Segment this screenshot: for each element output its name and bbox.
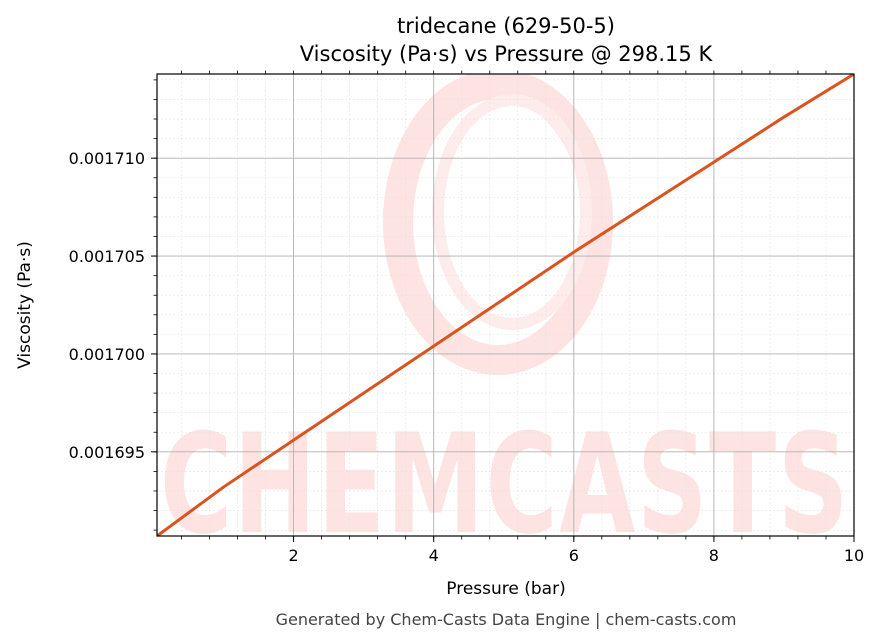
x-axis-label: Pressure (bar) <box>446 579 565 599</box>
y-tick-labels: 0.001695 0.001700 0.001705 0.001710 <box>69 149 145 462</box>
plot-area <box>157 74 854 536</box>
y-tick-label: 0.001705 <box>69 247 145 266</box>
major-grid <box>157 74 854 536</box>
y-tick-label: 0.001700 <box>69 345 145 364</box>
x-tick-label: 2 <box>289 546 299 565</box>
x-tick-label: 6 <box>569 546 579 565</box>
watermark-logo-inner <box>432 94 592 330</box>
chart-title: tridecane (629-50-5) <box>397 14 615 38</box>
x-tick-label: 10 <box>844 546 864 565</box>
x-tick-label: 8 <box>709 546 719 565</box>
watermark-logo-ring <box>383 74 613 375</box>
x-tick-labels: 2 4 6 8 10 <box>289 546 865 565</box>
y-tick-label: 0.001695 <box>69 443 145 462</box>
watermark: CHEMCASTS <box>160 74 850 565</box>
axis-ticks <box>151 70 855 542</box>
footer-credit: Generated by Chem-Casts Data Engine | ch… <box>276 610 737 629</box>
x-tick-label: 4 <box>429 546 439 565</box>
watermark-text: CHEMCASTS <box>160 404 850 565</box>
y-axis-label: Viscosity (Pa·s) <box>15 241 35 369</box>
plot-frame <box>156 73 855 537</box>
series-line <box>157 74 854 536</box>
y-tick-label: 0.001710 <box>69 149 145 168</box>
chart-subtitle: Viscosity (Pa·s) vs Pressure @ 298.15 K <box>300 42 714 66</box>
